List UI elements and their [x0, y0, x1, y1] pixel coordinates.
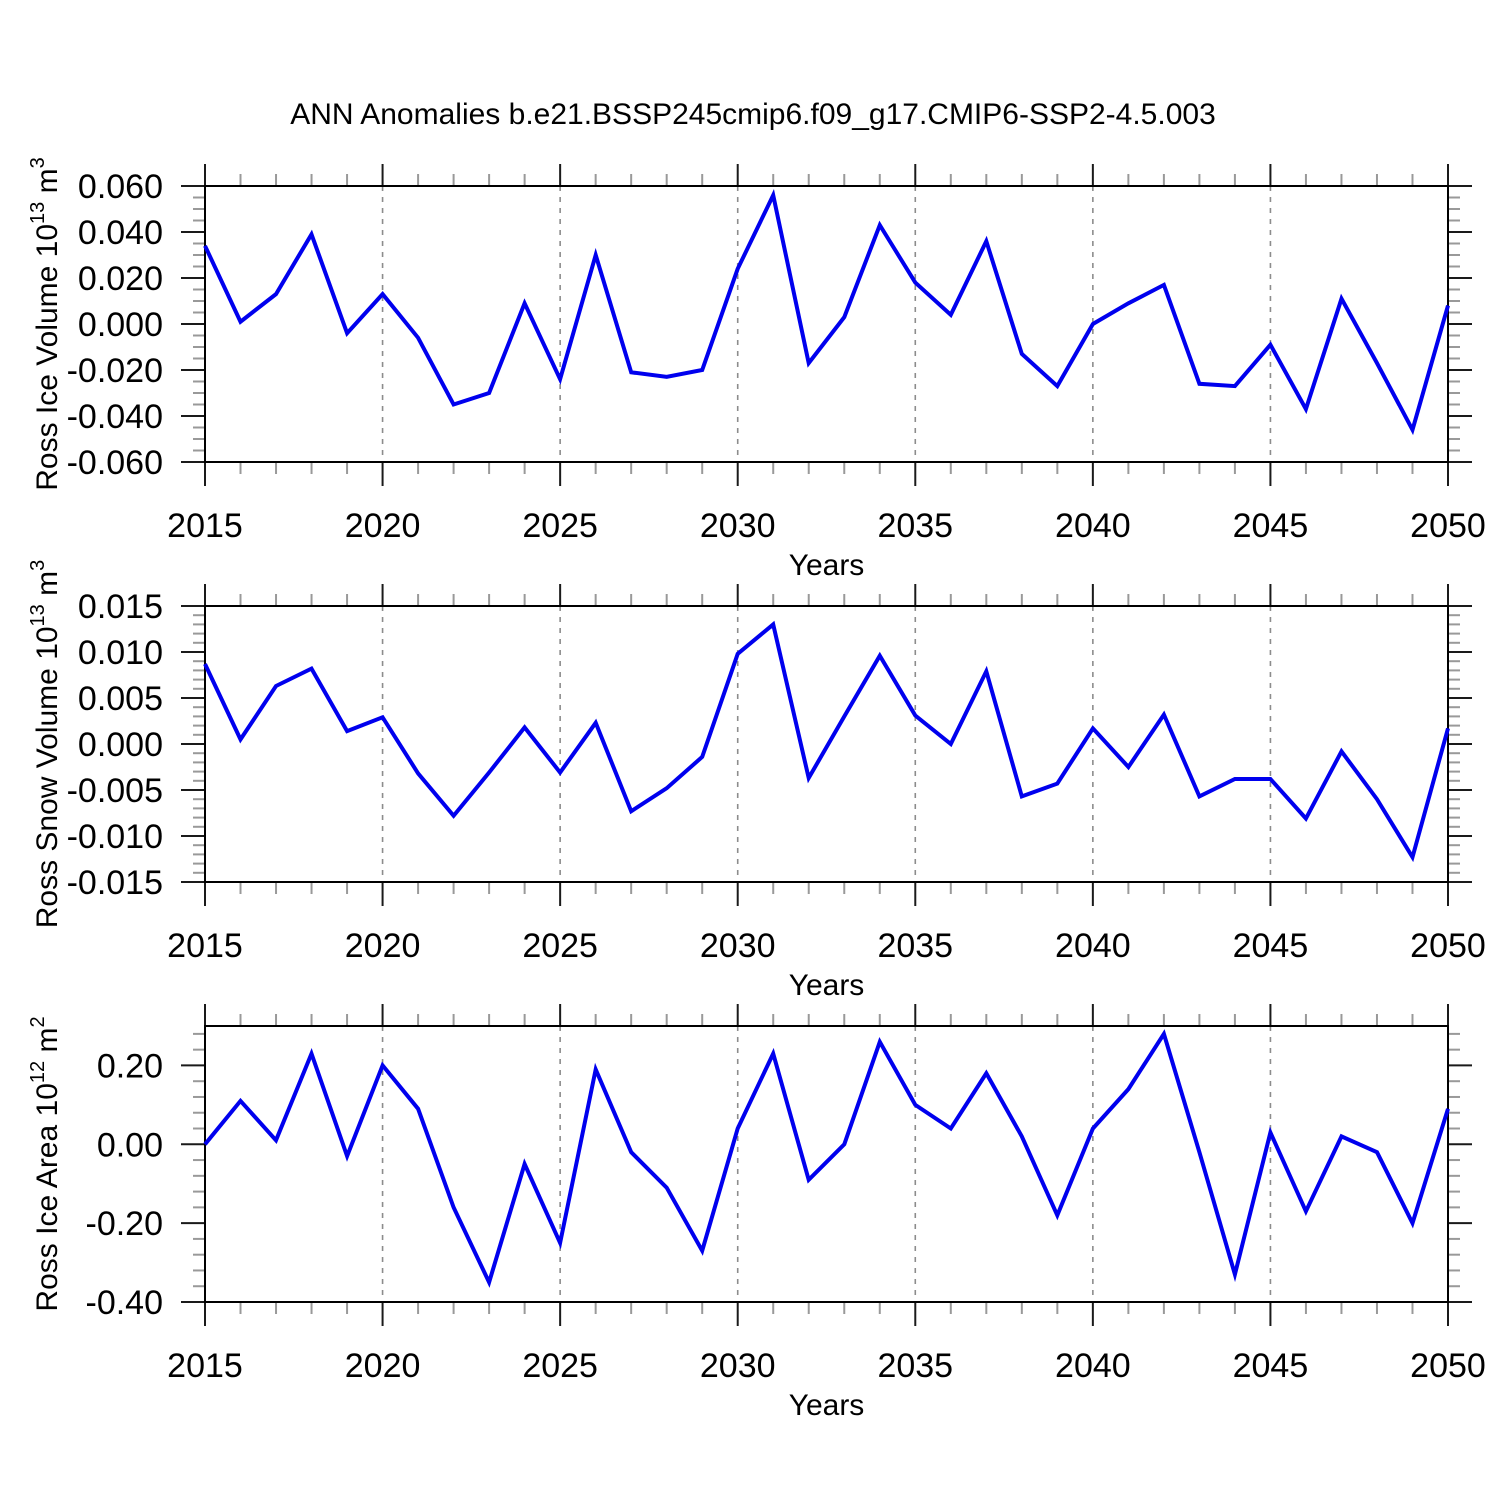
x-tick-label: 2040: [1055, 1347, 1131, 1385]
x-tick-label: 2015: [167, 927, 243, 965]
y-tick-label: 0.000: [78, 306, 163, 344]
x-tick-label: 2030: [700, 927, 776, 965]
x-tick-label: 2020: [345, 1347, 421, 1385]
x-tick-label: 2045: [1233, 1347, 1309, 1385]
x-tick-label: 2035: [877, 927, 953, 965]
data-line-ross-snow-volume: [203, 620, 1450, 863]
x-axis-title: Years: [789, 1389, 865, 1422]
x-tick-label: 2015: [167, 507, 243, 545]
y-tick-label: -0.010: [67, 818, 163, 856]
x-tick-label: 2015: [167, 1347, 243, 1385]
x-tick-label: 2030: [700, 507, 776, 545]
panel-frame-ross-ice-area: [204, 1025, 1449, 1303]
y-tick-label: 0.010: [78, 634, 163, 672]
x-tick-label: 2045: [1233, 927, 1309, 965]
x-tick-label: 2035: [877, 507, 953, 545]
y-tick-label: -0.005: [67, 772, 163, 810]
x-tick-label: 2020: [345, 507, 421, 545]
y-tick-label: 0.005: [78, 680, 163, 718]
y-tick-label: 0.000: [78, 726, 163, 764]
x-tick-label: 2050: [1410, 507, 1486, 545]
x-tick-label: 2020: [345, 927, 421, 965]
x-tick-label: 2040: [1055, 507, 1131, 545]
y-tick-label: -0.020: [67, 352, 163, 390]
x-tick-label: 2025: [522, 1347, 598, 1385]
x-tick-label: 2040: [1055, 927, 1131, 965]
data-line-ross-ice-volume: [203, 189, 1450, 436]
panel-frame-ross-snow-volume: [204, 605, 1449, 883]
y-tick-label: -0.40: [86, 1284, 164, 1322]
y-tick-label: -0.060: [67, 444, 163, 482]
y-tick-label: 0.060: [78, 168, 163, 206]
data-line-ross-ice-area: [203, 1029, 1450, 1288]
y-tick-label: -0.20: [86, 1205, 164, 1243]
y-tick-label: 0.040: [78, 214, 163, 252]
y-tick-label: 0.00: [97, 1126, 163, 1164]
y-tick-label: 0.020: [78, 260, 163, 298]
y-axis-title-ross-snow-volume: Ross Snow Volume 1013​ m3​: [27, 560, 64, 929]
x-tick-label: 2050: [1410, 1347, 1486, 1385]
chart-title: ANN Anomalies b.e21.BSSP245cmip6.f09_g17…: [290, 98, 1216, 131]
y-tick-label: -0.040: [67, 398, 163, 436]
y-axis-title-ross-ice-area: Ross Ice Area 1012​ m2​: [27, 1016, 64, 1311]
y-tick-label: -0.015: [67, 864, 163, 902]
x-axis-title: Years: [789, 969, 865, 1002]
x-tick-label: 2025: [522, 927, 598, 965]
y-tick-label: 0.015: [78, 588, 163, 626]
x-tick-label: 2045: [1233, 507, 1309, 545]
x-tick-label: 2025: [522, 507, 598, 545]
y-axis-title-ross-ice-volume: Ross Ice Volume 1013​ m3​: [27, 157, 64, 491]
x-tick-label: 2050: [1410, 927, 1486, 965]
x-tick-label: 2035: [877, 1347, 953, 1385]
x-axis-title: Years: [789, 549, 865, 582]
y-tick-label: 0.20: [97, 1047, 163, 1085]
x-tick-label: 2030: [700, 1347, 776, 1385]
panel-frame-ross-ice-volume: [204, 185, 1449, 463]
